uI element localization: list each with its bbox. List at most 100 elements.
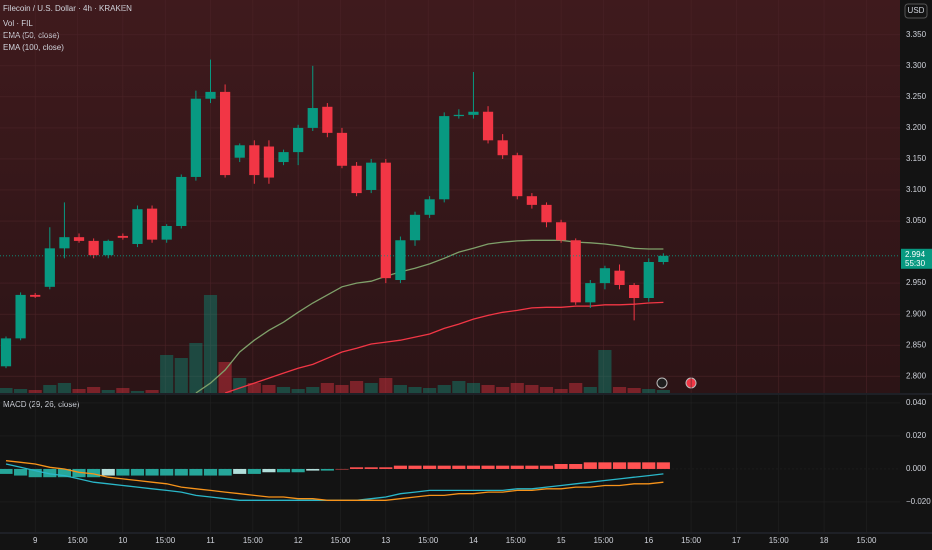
volume-bar: [656, 390, 670, 393]
candle-body: [380, 162, 391, 279]
x-tick-label: 18: [820, 536, 829, 545]
volume-bar: [116, 388, 130, 393]
macd-histogram-bar: [0, 468, 13, 474]
candle-body: [88, 240, 99, 256]
candle-body: [336, 132, 348, 166]
candle-body: [59, 237, 70, 249]
y-tick-label: 3.050: [906, 216, 927, 225]
macd-histogram-bar: [28, 468, 42, 478]
volume-bar: [525, 385, 539, 393]
volume-bar: [335, 385, 349, 393]
volume-bar: [218, 362, 232, 393]
macd-histogram-bar: [160, 468, 174, 476]
macd-histogram-bar: [57, 468, 71, 478]
candle-body: [643, 262, 654, 299]
volume-bar: [554, 389, 568, 393]
macd-histogram-bar: [203, 468, 218, 476]
event-icon[interactable]: [656, 377, 668, 389]
x-tick-label: 11: [206, 536, 215, 545]
y-tick-label: 3.150: [906, 154, 927, 163]
y-tick-label: 2.800: [906, 371, 927, 380]
volume-bar: [0, 388, 13, 393]
volume-bar: [496, 387, 510, 393]
candle-body: [614, 270, 625, 285]
volume-bar: [233, 378, 247, 393]
ema-line: [195, 239, 664, 393]
macd-histogram-bar: [189, 468, 203, 476]
volume-bar: [189, 343, 203, 393]
y-tick-label: 3.300: [906, 61, 927, 70]
macd-histogram-bar: [262, 468, 276, 473]
legend-ema50: EMA (50, close): [3, 31, 60, 40]
candle-body: [497, 140, 508, 156]
candle-body: [219, 91, 231, 176]
volume-bar: [203, 295, 218, 393]
volume-bar: [583, 387, 597, 393]
candle-body: [263, 146, 275, 178]
volume-bar: [43, 385, 57, 393]
volume-bar: [130, 391, 145, 393]
macd-tick-label: 0.040: [906, 398, 927, 407]
volume-bar: [291, 389, 305, 393]
macd-histogram-bar: [612, 462, 627, 469]
macd-histogram-bar: [218, 468, 232, 476]
volume-bar: [276, 387, 291, 393]
x-tick-label: 9: [33, 536, 38, 545]
x-tick-label: 15:00: [506, 536, 527, 545]
macd-tick-label: −0.020: [906, 497, 931, 506]
macd-histogram-bar: [393, 465, 407, 469]
y-tick-label: 2.900: [906, 309, 927, 318]
x-tick-label: 10: [118, 536, 127, 545]
candle-body: [541, 204, 552, 223]
candle-body: [278, 152, 289, 163]
x-tick-label: 13: [381, 536, 390, 545]
macd-tick-label: 0.020: [906, 431, 927, 440]
volume-bar: [14, 389, 28, 393]
volume-bar: [247, 383, 261, 393]
currency-box[interactable]: [904, 3, 928, 19]
macd-histogram-bar: [43, 468, 57, 478]
macd-histogram-bar: [14, 468, 28, 476]
x-tick-label: 15:00: [681, 536, 702, 545]
y-tick-label: 2.850: [906, 340, 927, 349]
macd-histogram-bar: [247, 468, 261, 474]
macd-histogram-bar: [320, 468, 334, 471]
volume-bar: [72, 389, 86, 393]
volume-bar: [364, 383, 378, 393]
candle-body: [482, 111, 494, 141]
candle-body: [15, 294, 26, 339]
x-tick-label: 15:00: [243, 536, 264, 545]
candle-body: [599, 268, 611, 284]
x-tick-label: 14: [469, 536, 478, 545]
candle-body: [44, 248, 55, 287]
legend-volume: Vol · FIL: [3, 19, 33, 28]
volume-bar: [320, 383, 334, 393]
candle-body: [322, 106, 333, 133]
macd-histogram-bar: [130, 468, 145, 476]
volume-bar: [452, 381, 466, 393]
volume-bar: [612, 387, 627, 393]
volume-bar: [262, 385, 276, 393]
volume-bar: [598, 350, 612, 393]
macd-histogram-bar: [145, 468, 159, 476]
volume-bar: [174, 358, 188, 393]
volume-bar: [437, 385, 451, 393]
candle-body: [132, 209, 143, 244]
macd-histogram-bar: [291, 468, 305, 473]
candle-body: [117, 235, 128, 238]
legend-ema100: EMA (100, close): [3, 43, 64, 52]
macd-histogram-bar: [452, 465, 466, 469]
macd-histogram-bar: [364, 467, 378, 469]
macd-histogram-bar: [656, 462, 670, 469]
candle-body: [293, 127, 304, 153]
price-pane: [0, 0, 900, 393]
macd-histogram-bar: [233, 468, 247, 474]
candle-body: [555, 222, 567, 241]
macd-label: MACD (29, 26, close): [3, 400, 80, 409]
macd-histogram-bar: [437, 465, 451, 469]
volume-bar: [481, 385, 495, 393]
volume-bar: [569, 383, 583, 393]
candle-body: [395, 240, 406, 281]
macd-histogram-bar: [554, 464, 568, 469]
macd-histogram-bar: [174, 468, 188, 476]
